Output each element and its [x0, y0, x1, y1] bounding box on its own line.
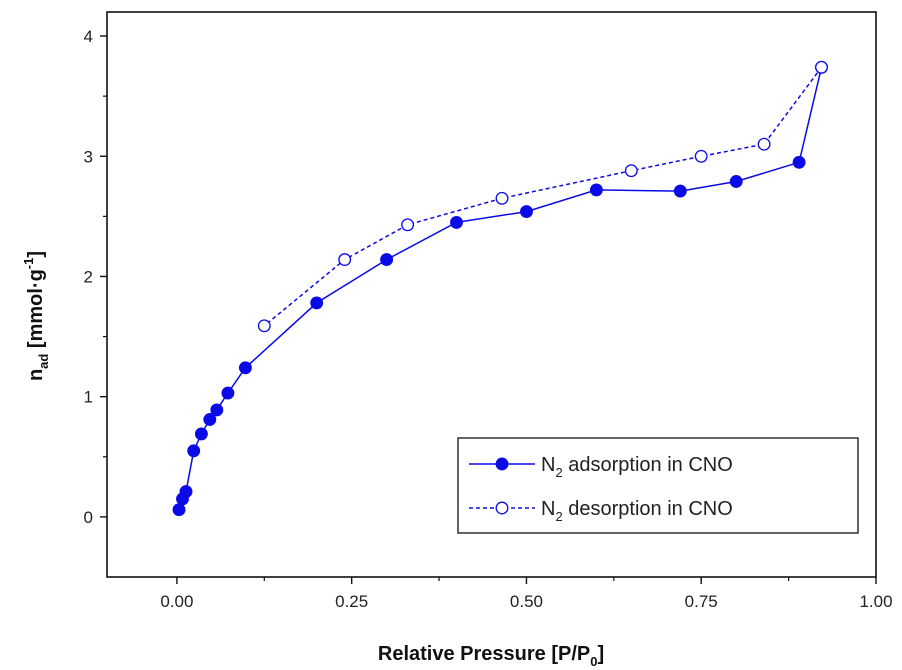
legend-marker-filled-circle	[495, 457, 509, 471]
data-point	[238, 361, 252, 375]
x-tick-label: 0.50	[510, 592, 543, 611]
legend-box	[457, 437, 859, 534]
y-axis-title: nad [mmol·g-1]	[21, 251, 51, 381]
plot-area-border	[106, 11, 877, 578]
data-point	[673, 184, 687, 198]
data-point	[210, 403, 224, 417]
legend-entry-adsorption: N2 adsorption in CNO	[469, 454, 733, 480]
data-point	[172, 503, 186, 517]
series-layer	[172, 60, 828, 517]
y-tick-label: 1	[84, 388, 93, 407]
data-point	[338, 253, 352, 267]
data-point	[310, 296, 324, 310]
y-tick-label: 4	[84, 27, 93, 46]
x-axis-ticks: 0.00 0.25 0.50 0.75 1.00	[160, 577, 893, 611]
x-tick-label: 0.75	[685, 592, 718, 611]
data-point	[194, 427, 208, 441]
series-line	[178, 67, 823, 510]
y-axis-ticks: 0 1 2 3 4	[84, 27, 107, 527]
data-point	[589, 183, 603, 197]
series-adsorption	[172, 60, 828, 517]
data-point	[257, 319, 271, 333]
y-tick-label: 0	[84, 508, 93, 527]
data-point	[495, 191, 509, 205]
x-axis-title: Relative Pressure [P/P0]	[378, 643, 604, 669]
legend-label-desorption: N2 desorption in CNO	[541, 498, 733, 524]
legend-entry-desorption: N2 desorption in CNO	[469, 498, 733, 524]
legend: N2 adsorption in CNO N2 desorption in CN…	[457, 437, 859, 534]
data-point	[694, 149, 708, 163]
y-tick-label: 3	[84, 147, 93, 166]
data-point	[179, 485, 193, 499]
y-tick-label: 2	[84, 267, 93, 286]
x-tick-label: 0.25	[335, 592, 368, 611]
legend-label-adsorption: N2 adsorption in CNO	[541, 454, 733, 480]
data-point	[450, 215, 463, 229]
x-tick-label: 1.00	[859, 592, 892, 611]
data-point	[757, 137, 771, 151]
data-point	[203, 413, 217, 426]
data-point	[792, 155, 806, 169]
plot-frame	[106, 11, 877, 578]
data-point	[520, 205, 533, 219]
data-point	[221, 386, 235, 400]
data-point	[380, 253, 394, 267]
data-point	[624, 164, 638, 178]
data-point	[815, 60, 828, 74]
data-point	[729, 175, 743, 188]
x-tick-label: 0.00	[160, 592, 193, 611]
legend-marker-open-circle	[495, 501, 509, 515]
data-point	[401, 218, 415, 232]
series-line	[263, 66, 823, 327]
data-point	[187, 444, 201, 458]
series-desorption	[257, 60, 828, 333]
